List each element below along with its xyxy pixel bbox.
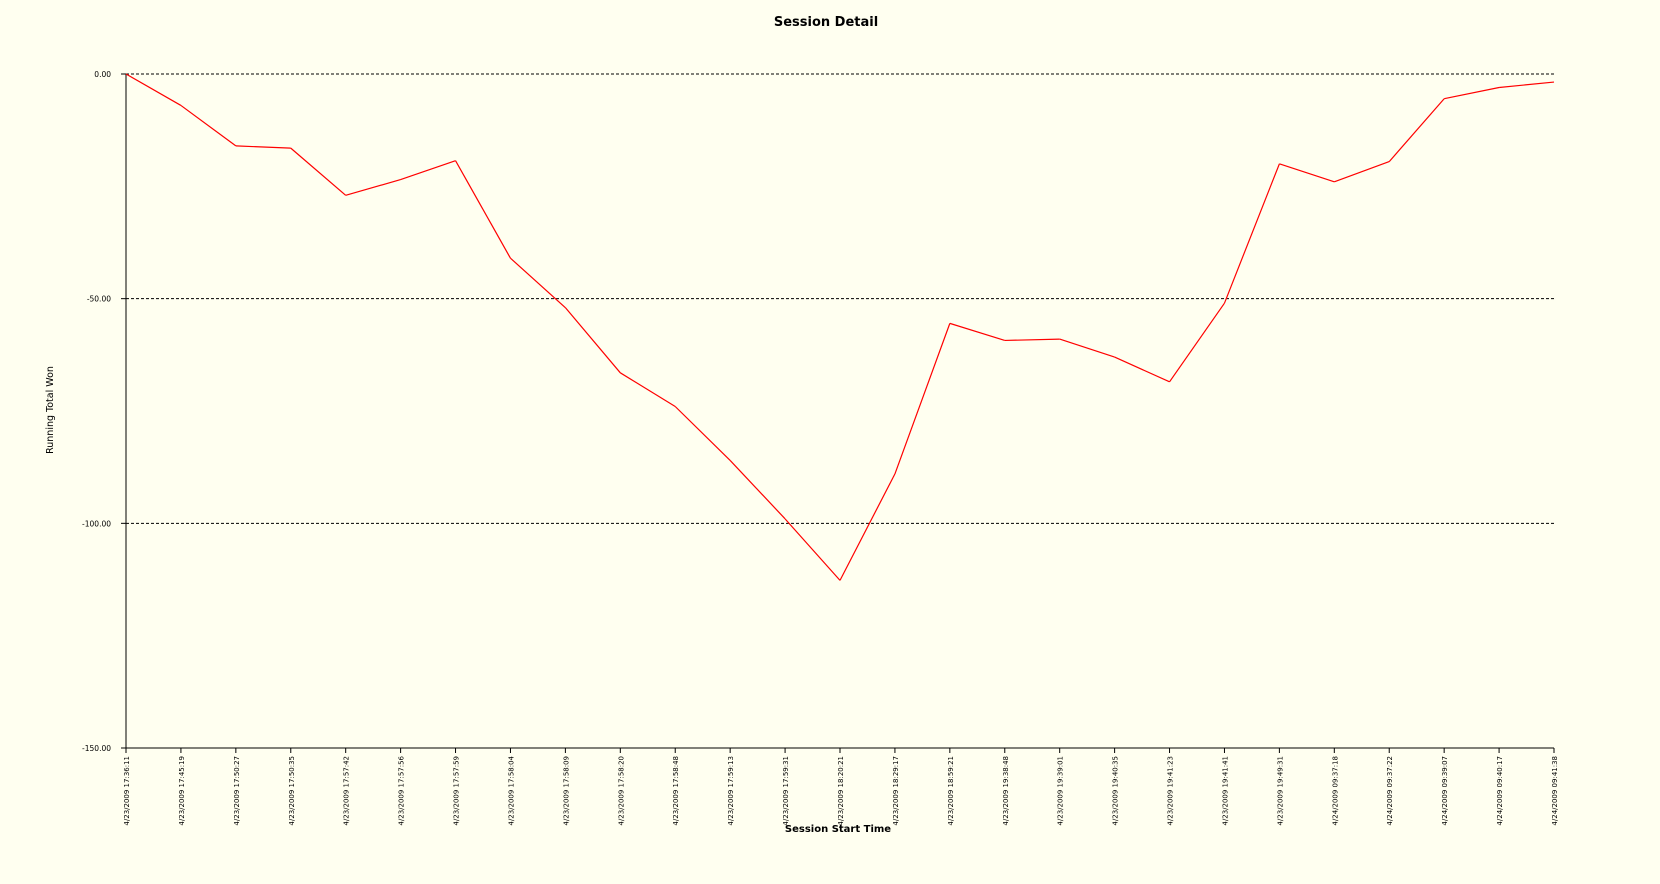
- x-tick-label: 4/23/2009 17:57:42: [343, 756, 351, 826]
- y-tick-label: -150.00: [82, 744, 111, 753]
- y-tick-label: -100.00: [82, 519, 111, 528]
- x-tick-label: 4/23/2009 19:41:41: [1221, 756, 1229, 826]
- series-line-segment: [1223, 163, 1280, 304]
- x-tick-label: 4/24/2009 09:41:38: [1551, 756, 1559, 826]
- series-line-segment: [564, 307, 621, 374]
- y-tick-labels: 0.00 -50.00 -100.00 -150.00: [82, 70, 111, 753]
- series-line-segment: [619, 372, 676, 408]
- x-tick-label: 4/23/2009 17:58:48: [672, 756, 680, 826]
- series-line-segment: [1169, 302, 1225, 383]
- series-line-segment: [235, 145, 291, 149]
- x-tick-label: 4/23/2009 19:49:31: [1276, 756, 1284, 826]
- x-tick-label: 4/24/2009 09:37:22: [1386, 756, 1394, 826]
- series-line-segment: [674, 406, 731, 461]
- series-line-segment: [510, 257, 566, 309]
- y-axis-label: Running Total Won: [45, 366, 56, 454]
- series-line-segment: [839, 473, 896, 581]
- series-line-segment: [290, 147, 347, 196]
- x-tick-label: 4/23/2009 19:39:01: [1057, 756, 1065, 826]
- x-axis-label: Session Start Time: [785, 824, 891, 835]
- series-line-segment: [729, 460, 786, 520]
- series-line-segment: [1004, 338, 1060, 342]
- series-line-segment: [400, 160, 456, 181]
- series-line-segment: [894, 323, 951, 475]
- x-tick-label: 4/23/2009 17:50:27: [233, 756, 241, 826]
- series-line-segment: [455, 160, 511, 259]
- series-line-segment: [1388, 98, 1445, 163]
- series-line-segment: [180, 104, 237, 147]
- x-tick-label: 4/23/2009 17:45:19: [178, 756, 186, 826]
- x-tick-label: 4/23/2009 19:40:35: [1112, 756, 1120, 826]
- x-tick-label: 4/24/2009 09:39:07: [1441, 756, 1449, 826]
- x-tick-label: 4/23/2009 17:59:31: [782, 756, 790, 826]
- x-tick-label: 4/23/2009 17:57:59: [453, 756, 461, 826]
- series-line-segment: [1279, 163, 1335, 183]
- series-line-segment: [345, 179, 401, 196]
- x-tick-label: 4/23/2009 18:59:21: [947, 756, 955, 826]
- series-line-segment: [1499, 81, 1555, 89]
- x-tick-label: 4/23/2009 17:58:20: [617, 756, 625, 826]
- x-tick-label: 4/23/2009 17:59:13: [727, 756, 735, 826]
- x-tick-label: 4/23/2009 17:58:04: [507, 755, 515, 825]
- series-line-segment: [784, 518, 841, 581]
- y-tick-label: -50.00: [87, 295, 111, 304]
- x-tick-label: 4/23/2009 19:38:48: [1002, 756, 1010, 826]
- grid-lines: [126, 73, 1554, 524]
- x-tick-label: 4/23/2009 18:20:21: [837, 756, 845, 826]
- series-line-segment: [1444, 86, 1500, 100]
- series-line-segment: [1114, 356, 1170, 383]
- series-line-segment: [1334, 161, 1390, 183]
- y-tick-label: 0.00: [94, 70, 111, 79]
- x-tick-label: 4/23/2009 17:50:35: [288, 756, 296, 826]
- series-lines: [125, 73, 1555, 581]
- x-tick-label: 4/24/2009 09:40:17: [1496, 756, 1504, 826]
- series-line-segment: [125, 73, 182, 106]
- series-line-segment: [1059, 338, 1115, 358]
- x-tick-label: 4/23/2009 17:36:11: [123, 756, 131, 826]
- axes: [121, 73, 1555, 753]
- x-tick-label: 4/24/2009 09:37:18: [1331, 756, 1339, 826]
- chart-title: Session Detail: [774, 15, 878, 30]
- x-tick-labels: 4/23/2009 17:36:11 4/23/2009 17:45:19 4/23…: [123, 755, 1559, 825]
- x-tick-label: 4/23/2009 17:58:09: [562, 756, 570, 826]
- x-tick-label: 4/23/2009 17:57:56: [398, 755, 406, 825]
- x-tick-label: 4/23/2009 18:29:17: [892, 756, 900, 826]
- series-line-segment: [949, 322, 1005, 342]
- x-tick-label: 4/23/2009 19:41:23: [1167, 756, 1175, 826]
